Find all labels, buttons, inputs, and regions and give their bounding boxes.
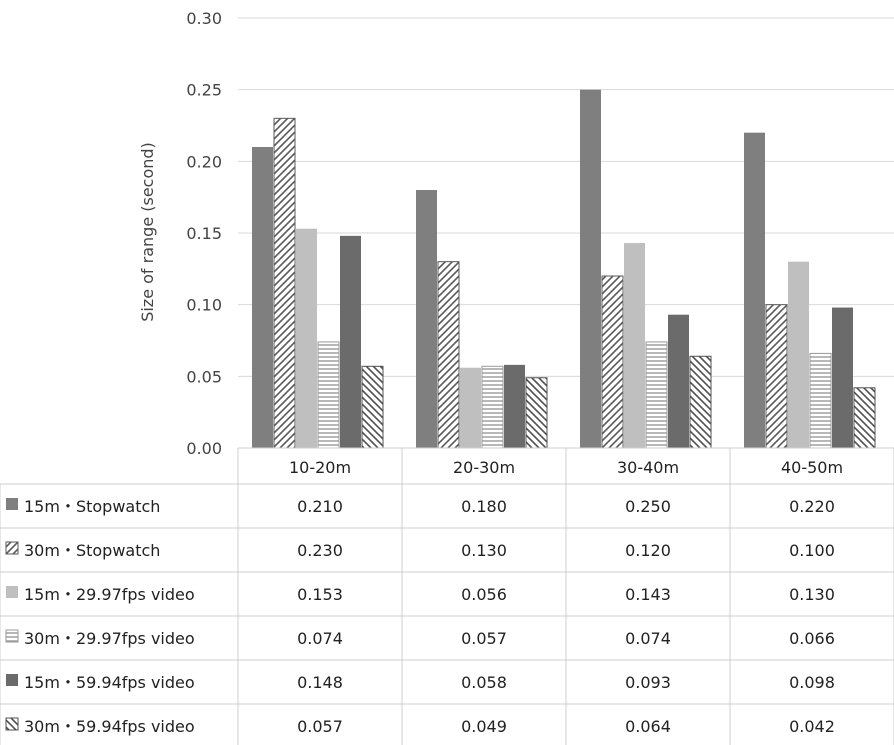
legend-key [5,717,19,731]
bar [624,243,645,448]
y-tick-label: 0.20 [186,152,222,171]
table-cell: 0.074 [297,629,343,648]
bar [853,387,876,449]
bar [765,304,788,449]
legend-label: 15m・Stopwatch [24,497,160,516]
y-tick-label: 0.05 [186,367,222,386]
y-tick-label: 0.15 [186,224,222,243]
table-cell: 0.250 [625,497,671,516]
data-table: 10-20m 20-30m 30-40m 40-50m 15m・Stopwatch 0.2… [0,447,894,745]
table-cell: 0.093 [625,673,671,692]
y-axis-label: Size of range (second) [138,142,157,322]
bar [361,365,384,449]
table-cell: 0.056 [461,585,507,604]
table-cell: 0.049 [461,717,507,736]
bar [601,275,624,449]
legend-label: 30m・Stopwatch [24,541,160,560]
table-cell: 0.057 [297,717,343,736]
table-cell: 0.143 [625,585,671,604]
bar [273,117,296,449]
bar [689,355,712,449]
bar [340,235,361,448]
bar [668,314,689,448]
legend-key [6,498,18,510]
bar [744,132,765,448]
table-cell: 0.130 [461,541,507,560]
table-cell: 0.074 [625,629,671,648]
legend-label: 15m・59.94fps video [24,673,195,692]
x-tick-label: 40-50m [781,458,843,477]
legend-key [5,541,19,555]
x-tick-label: 30-40m [617,458,679,477]
bar [460,367,481,448]
bar [416,190,437,448]
table-cell: 0.230 [297,541,343,560]
table-cell: 0.057 [461,629,507,648]
bar [252,147,273,448]
table-cell: 0.064 [625,717,671,736]
bar [504,364,525,448]
table-cell: 0.148 [297,673,343,692]
bar [580,89,601,449]
bar [809,352,832,449]
y-tick-label: 0.00 [186,439,222,458]
y-tick-label: 0.25 [186,81,222,100]
table-cell: 0.180 [461,497,507,516]
bar [645,341,668,449]
bar [437,261,460,449]
y-axis-ticks: 0.00 0.05 0.10 0.15 0.20 0.25 0.30 [186,9,222,458]
table-cell: 0.130 [789,585,835,604]
legend-key [6,586,18,598]
legend-label: 30m・29.97fps video [24,629,195,648]
bars [252,89,876,449]
legend-key [6,674,18,686]
bar [832,307,853,448]
table-cell: 0.220 [789,497,835,516]
bar [317,341,340,449]
y-tick-label: 0.30 [186,9,222,28]
table-cell: 0.042 [789,717,835,736]
table-cell: 0.098 [789,673,835,692]
table-cell: 0.120 [625,541,671,560]
legend-label: 15m・29.97fps video [24,585,195,604]
bar [788,261,809,448]
x-tick-label: 20-30m [453,458,515,477]
table-cell: 0.058 [461,673,507,692]
table-cell: 0.100 [789,541,835,560]
legend-label: 30m・59.94fps video [24,717,195,736]
table-cell: 0.066 [789,629,835,648]
y-tick-label: 0.10 [186,296,222,315]
table-cell: 0.153 [297,585,343,604]
bar [296,228,317,448]
bar [481,365,504,449]
table-cell: 0.210 [297,497,343,516]
x-tick-label: 10-20m [289,458,351,477]
bar [525,377,548,449]
legend-key [5,629,19,643]
